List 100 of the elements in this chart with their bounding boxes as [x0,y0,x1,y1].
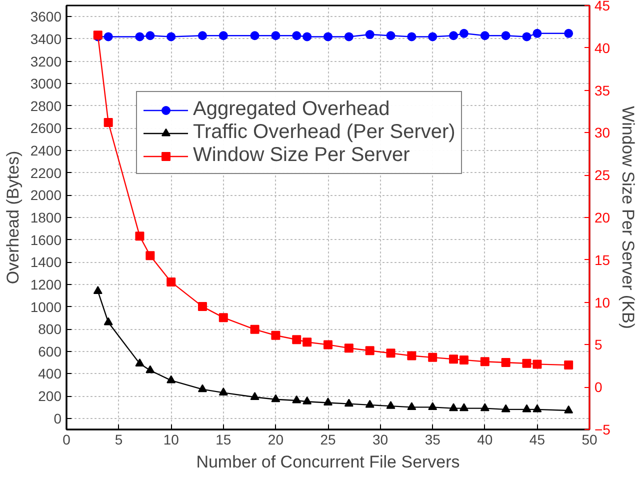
point [480,357,490,366]
point [564,28,574,38]
y2-tick-label: 20 [594,210,610,226]
y2-tick-label: 10 [594,294,610,310]
x-tick-label: 40 [477,432,493,448]
y-tick-label: 2400 [30,142,62,159]
y-tick-label: 600 [38,343,62,360]
point [146,251,155,260]
point [250,31,260,40]
point [501,404,510,412]
x-tick-label: 20 [268,432,284,448]
y-tick-label: 1200 [30,276,62,292]
point [365,346,374,356]
point [166,375,176,384]
y2-tick-label: 30 [594,124,610,141]
point [564,360,574,370]
point [104,118,113,128]
point [365,30,374,40]
point [449,31,458,40]
y-tick-label: 2000 [30,187,62,204]
point [344,398,354,407]
point [324,340,332,350]
point [135,232,144,241]
y-tick-label: 2200 [30,164,62,181]
point [218,388,228,396]
x-tick-label: 50 [582,432,598,448]
y-tick-label: 3600 [30,8,62,25]
y-tick-label: 200 [38,388,62,404]
y2-tick-label: 35 [594,82,610,98]
x-tick-label: 35 [424,432,441,448]
point [271,31,280,40]
y2-tick-label: 0 [594,379,602,396]
point [386,400,396,409]
legend-label: Window Size Per Server [193,144,410,167]
point [459,403,468,412]
y2-tick-label: 40 [594,40,610,56]
x-tick-label: 30 [372,432,388,448]
y-tick-label: 2800 [30,98,62,114]
point [302,338,312,347]
point [522,358,532,368]
y2-tick-label: 5 [594,336,602,353]
point [218,313,228,322]
point [449,354,458,364]
point [198,384,207,392]
y-tick-label: 400 [38,366,62,382]
point [146,31,155,40]
point [250,324,260,334]
point [344,32,354,42]
y2-tick-label: 15 [594,252,610,268]
point [532,28,542,38]
y-tick-label: 800 [38,321,62,338]
point [501,358,510,368]
point [386,31,396,40]
point [324,398,332,406]
point [428,402,438,410]
point [302,396,312,404]
y-tick-label: 2600 [30,120,62,136]
point [166,277,176,286]
point [135,32,144,42]
y2-tick-label: 45 [594,0,610,14]
point [564,405,574,414]
y-tick-label: 3000 [30,76,62,92]
point [459,355,468,364]
point [292,335,302,344]
point [104,317,113,326]
point [407,402,416,410]
y-tick-label: 1800 [30,210,62,226]
point [522,32,532,42]
point [146,365,155,374]
point [532,404,542,412]
point [480,403,490,412]
point [135,358,144,366]
x-tick-label: 45 [529,432,546,448]
point [344,344,354,353]
point [501,31,510,40]
point [292,31,302,40]
point [198,302,207,312]
y2-tick-label: 25 [594,167,610,184]
y-axis-title: Overhead (Bytes) [3,150,22,284]
y-tick-label: 0 [54,410,62,426]
y-tick-label: 1400 [30,254,62,270]
point [198,31,207,40]
point [428,32,438,42]
point [407,32,416,42]
point [428,352,438,362]
x-tick-label: 10 [163,432,180,448]
point [166,32,176,42]
point [271,330,280,340]
point [302,32,312,42]
point [218,31,228,40]
legend-label: Aggregated Overhead [193,98,390,121]
y-tick-label: 1000 [30,298,62,315]
point [271,394,280,402]
point [386,348,396,358]
point [532,360,542,369]
point [250,392,260,400]
point [449,403,458,412]
point [324,32,332,42]
y2-axis-title: Window Size Per Server (KB) [618,106,638,329]
x-tick-label: 5 [114,432,123,448]
